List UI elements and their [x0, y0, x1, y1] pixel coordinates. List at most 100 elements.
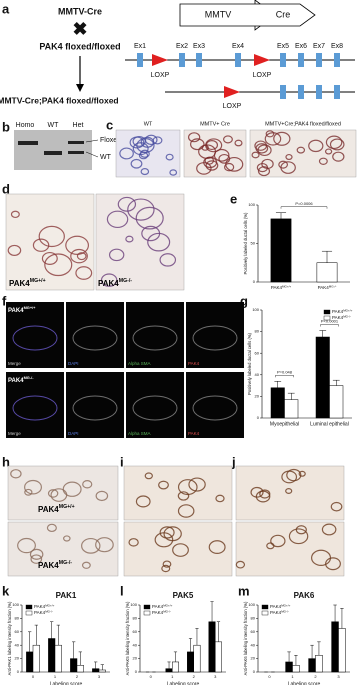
tissue-structure	[187, 132, 201, 143]
tissue-structure	[165, 153, 174, 161]
y-tick-label: 50	[251, 241, 256, 246]
x-axis-label: Labeling score	[167, 681, 200, 685]
pointer	[85, 139, 99, 143]
tissue-structure	[154, 532, 174, 548]
tissue-structure	[208, 540, 226, 554]
label: MMTV-Cre	[58, 6, 102, 16]
tissue-structure	[125, 235, 134, 243]
loxp-site	[152, 54, 168, 66]
label: f	[2, 293, 7, 308]
legend-superscript: MG+/+	[163, 603, 172, 607]
tissue-structure	[285, 153, 293, 161]
tissue-structure	[127, 198, 155, 221]
legend-superscript: MG-/-	[45, 609, 53, 613]
bar	[193, 644, 201, 673]
annotation: P=0.048	[277, 369, 293, 374]
bar	[98, 669, 106, 673]
tissue-structure	[329, 138, 345, 151]
exon	[298, 53, 304, 67]
y-tick-label: 20	[255, 393, 260, 398]
tissue-structure	[310, 549, 332, 566]
fluorescence-image	[186, 302, 244, 368]
loxp-site	[254, 54, 270, 66]
bar	[76, 665, 84, 673]
label: Alpha SMA	[128, 431, 151, 436]
tissue-structure	[76, 252, 87, 261]
annotation: P=0.0006	[295, 201, 313, 206]
genotype-superscript: MG-/-	[24, 375, 35, 380]
legend-superscript: MG-/-	[343, 314, 351, 318]
annotation: P<0.0001	[321, 319, 339, 324]
tissue-structure	[65, 235, 90, 255]
bar	[331, 621, 339, 673]
tissue-structure	[235, 560, 246, 569]
x-tick-label: 2	[314, 674, 317, 679]
tissue-structure	[46, 523, 57, 533]
bar	[32, 644, 40, 673]
legend-swatch	[25, 610, 33, 616]
legend-label: PAK4MG+/+	[34, 603, 55, 609]
tissue-structure	[257, 144, 272, 157]
label: i	[120, 454, 124, 469]
error-bar	[275, 212, 287, 219]
x-tick-label: 3	[98, 674, 101, 679]
label: b	[2, 119, 10, 134]
legend-label: PAK4MG-/-	[152, 609, 171, 615]
tissue-structure	[7, 244, 22, 256]
y-tick-label: 0	[135, 669, 138, 674]
tissue-structure	[119, 147, 134, 160]
error-bar	[210, 601, 214, 622]
exon	[298, 85, 304, 99]
label: MMTV-Cre;PAK4 floxed/floxed	[0, 95, 119, 105]
tissue-structure	[132, 135, 146, 147]
x-tick-label: 0	[268, 674, 271, 679]
tissue-structure	[256, 162, 269, 173]
label: PAK4	[188, 431, 200, 436]
tissue-structure	[177, 479, 198, 496]
y-tick-label: 20	[251, 656, 256, 661]
legend-name: PAK4	[34, 604, 46, 609]
bar	[26, 651, 34, 673]
x-tick-label: 3	[337, 674, 340, 679]
genotype-superscript: MG+/+	[30, 279, 46, 285]
tissue-structure	[117, 196, 137, 212]
gel	[14, 130, 92, 170]
legend-superscript: MG+/+	[45, 603, 54, 607]
exon	[280, 85, 286, 99]
tissue-structure	[32, 238, 50, 252]
duct-outline	[132, 325, 178, 351]
tissue-structure	[128, 538, 139, 547]
cre-arrow	[255, 3, 316, 27]
label: WT	[100, 154, 112, 161]
genotype-base: PAK4	[98, 279, 119, 288]
tissue-structure	[81, 561, 91, 569]
tissue-structure	[82, 480, 93, 489]
tissue-structure	[10, 469, 22, 479]
x-tick-label: 0	[150, 674, 153, 679]
y-tick-label: 80	[255, 329, 260, 334]
label: WT	[48, 122, 60, 129]
label: a	[2, 1, 10, 16]
tissue-structure	[147, 232, 171, 252]
bar	[329, 385, 344, 419]
duct-outline	[72, 325, 118, 351]
label: e	[230, 191, 237, 206]
arrow-head	[76, 84, 84, 92]
tissue-structure	[144, 472, 153, 480]
label: PAK4	[188, 361, 200, 366]
tissue-structure	[205, 160, 219, 171]
tissue-structure	[30, 554, 43, 564]
tissue-structure	[273, 131, 291, 146]
micrograph	[235, 521, 345, 577]
label: LOXP	[253, 72, 272, 79]
legend-superscript: MG+/+	[281, 603, 290, 607]
tissue-structure	[50, 488, 68, 502]
exon	[196, 53, 202, 67]
y-tick-label: 80	[133, 615, 138, 620]
label: h	[2, 454, 10, 469]
tissue-structure	[259, 489, 271, 499]
fluorescence-image	[126, 372, 184, 438]
error-bar	[50, 621, 54, 639]
tissue-structure	[140, 168, 150, 176]
legend-swatch	[261, 604, 269, 610]
